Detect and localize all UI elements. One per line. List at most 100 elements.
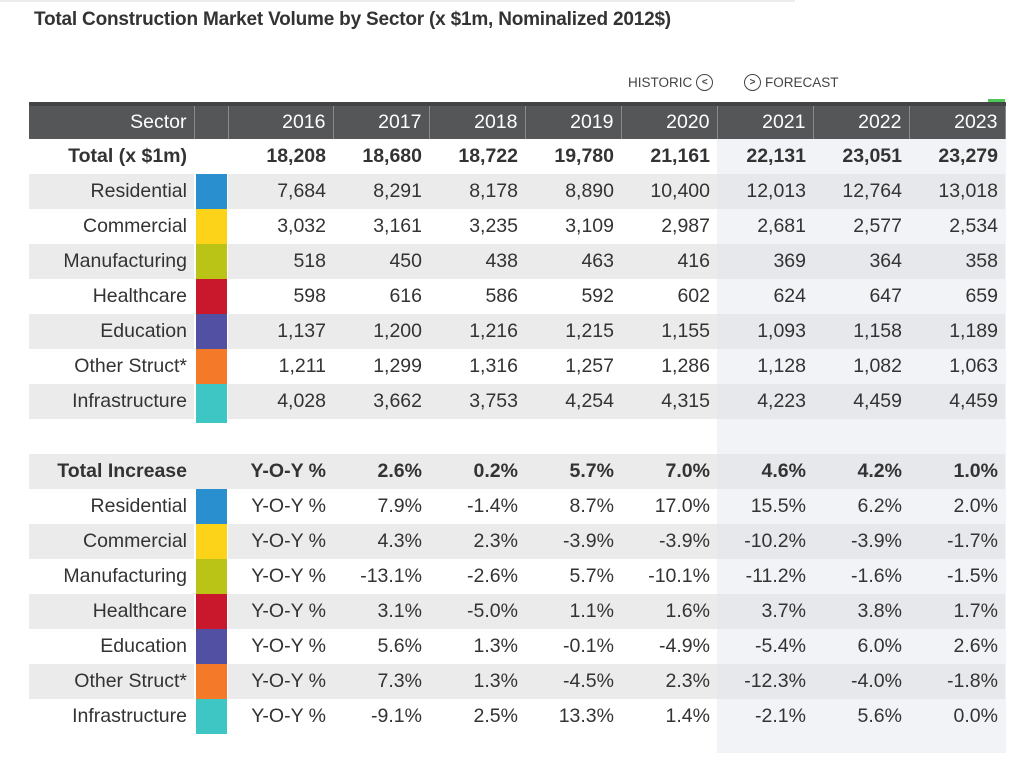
volume-value: 13,018 <box>909 174 1005 209</box>
total-increase-label: Total Increase <box>29 454 194 489</box>
sector-swatch-cell <box>194 629 228 664</box>
year-header-5: 2021 <box>717 102 814 139</box>
yoy-label: Y-O-Y % <box>228 454 333 489</box>
yoy-value: -3.9% <box>525 524 621 559</box>
volume-value: 3,235 <box>469 215 518 237</box>
volume-value: 1,257 <box>565 355 614 377</box>
volume-value: 1,215 <box>525 314 621 349</box>
volume-value: 3,753 <box>429 384 525 419</box>
volume-value: 4,028 <box>228 384 333 419</box>
historic-legend[interactable]: HISTORIC < <box>628 74 717 91</box>
spacer-cell <box>621 419 717 454</box>
yoy-value: -4.5% <box>525 664 621 699</box>
volume-value: 2,534 <box>909 209 1005 244</box>
volume-value: 12,764 <box>813 174 909 209</box>
increase-row-commercial: Commercial Y-O-Y % 4.3% 2.3% -3.9% -3.9% -10.2… <box>29 524 1005 559</box>
volume-value: 2,577 <box>813 209 909 244</box>
sector-swatch-cell <box>194 209 228 244</box>
increase-row-residential: Residential Y-O-Y % 7.9% -1.4% 8.7% 17.0% 15.5… <box>29 489 1005 524</box>
volume-value: 1,286 <box>661 355 710 377</box>
sector-volume-table: Sector 2016 2017 2018 2019 2020 2021 2022 2023 … <box>29 102 1006 734</box>
yoy-value: -1.5% <box>909 559 1005 594</box>
sector-swatch-cell <box>194 559 228 594</box>
volume-value: 586 <box>485 285 518 307</box>
yoy-value: 13.3% <box>558 705 614 727</box>
yoy-value: 5.6% <box>813 699 909 734</box>
yoy-label: Y-O-Y % <box>251 495 326 517</box>
yoy-label: Y-O-Y % <box>251 635 326 657</box>
volume-value: 4,315 <box>621 384 717 419</box>
yoy-value: -4.9% <box>659 635 710 657</box>
volume-value: 8,890 <box>525 174 621 209</box>
volume-value: 624 <box>717 279 813 314</box>
volume-value: 1,093 <box>717 314 813 349</box>
sector-swatch-cell <box>194 244 228 279</box>
sector-color-swatch <box>196 559 227 594</box>
volume-value: 2,987 <box>661 215 710 237</box>
increase-row-other-struct-: Other Struct* Y-O-Y % 7.3% 1.3% -4.5% 2.3% -12… <box>29 664 1005 699</box>
sector-swatch-cell <box>194 524 228 559</box>
spacer-cell <box>909 419 1005 454</box>
spacer-cell <box>194 419 228 454</box>
forecast-legend[interactable]: > FORECAST <box>740 74 839 91</box>
yoy-value: 0.0% <box>909 699 1005 734</box>
sector-swatch-cell <box>194 279 228 314</box>
spacer-cell <box>333 419 429 454</box>
volume-value: 369 <box>717 244 813 279</box>
total-increase-value: 4.6% <box>717 454 813 489</box>
yoy-label: Y-O-Y % <box>228 594 333 629</box>
volume-row-manufacturing: Manufacturing 518 450 438 463 416 369 364 358 <box>29 244 1005 279</box>
total-volume-value: 23,051 <box>813 139 909 174</box>
yoy-value: 3.7% <box>717 594 813 629</box>
increase-row-infrastructure: Infrastructure Y-O-Y % -9.1% 2.5% 13.3% 1.4% -… <box>29 699 1005 734</box>
yoy-value: -1.7% <box>909 524 1005 559</box>
increase-row-education: Education Y-O-Y % 5.6% 1.3% -0.1% -4.9% -5.4% 6… <box>29 629 1005 664</box>
volume-value: 1,316 <box>469 355 518 377</box>
volume-value: 1,137 <box>228 314 333 349</box>
yoy-value: -11.2% <box>717 559 813 594</box>
volume-row-other-struct-: Other Struct* 1,211 1,299 1,316 1,257 1,286 1,… <box>29 349 1005 384</box>
yoy-value: 3.8% <box>813 594 909 629</box>
yoy-value: 1.3% <box>473 635 518 657</box>
sector-color-swatch <box>196 384 227 419</box>
yoy-value: -1.6% <box>813 559 909 594</box>
yoy-value: -4.0% <box>813 664 909 699</box>
sector-color-swatch <box>196 349 227 384</box>
yoy-value: -1.8% <box>909 664 1005 699</box>
volume-value: 8,178 <box>429 174 525 209</box>
yoy-value: -10.2% <box>717 524 813 559</box>
yoy-value: 2.0% <box>909 489 1005 524</box>
yoy-value: 15.5% <box>717 489 813 524</box>
yoy-value: 5.7% <box>569 565 614 587</box>
volume-value: 1,128 <box>717 349 813 384</box>
yoy-value: -12.3% <box>717 664 813 699</box>
volume-value: 1,189 <box>909 314 1005 349</box>
spacer-cell <box>429 419 525 454</box>
volume-value: 12,013 <box>717 174 813 209</box>
yoy-value: 6.0% <box>813 629 909 664</box>
yoy-label: Y-O-Y % <box>251 705 326 727</box>
forecast-label: FORECAST <box>765 75 839 90</box>
yoy-value: 1.3% <box>429 664 525 699</box>
chevron-right-icon[interactable]: > <box>744 74 761 91</box>
volume-value: 3,032 <box>277 215 326 237</box>
sector-name: Healthcare <box>29 594 194 629</box>
volume-value: 364 <box>813 244 909 279</box>
volume-value: 1,211 <box>278 355 326 377</box>
year-header-7: 2023 <box>909 102 1006 139</box>
chevron-left-icon[interactable]: < <box>696 74 714 91</box>
yoy-value: 2.6% <box>909 629 1005 664</box>
spacer-cell <box>29 419 194 454</box>
sector-name: Manufacturing <box>29 244 194 279</box>
sector-color-swatch <box>196 489 227 524</box>
volume-row-commercial: Commercial 3,032 3,161 3,235 3,109 2,987 2,681… <box>29 209 1005 244</box>
yoy-value: 1.7% <box>909 594 1005 629</box>
historic-label: HISTORIC <box>628 75 693 90</box>
total-volume-row: Total (x $1m) 18,208 18,680 18,722 19,780 21,… <box>29 139 1005 174</box>
total-volume-value: 21,161 <box>650 145 710 167</box>
volume-row-residential: Residential 7,684 8,291 8,178 8,890 10,400 12,… <box>29 174 1005 209</box>
yoy-value: 5.6% <box>377 635 422 657</box>
sector-color-swatch <box>196 629 227 664</box>
year-header-3: 2019 <box>525 102 622 139</box>
volume-value: 1,200 <box>333 314 429 349</box>
